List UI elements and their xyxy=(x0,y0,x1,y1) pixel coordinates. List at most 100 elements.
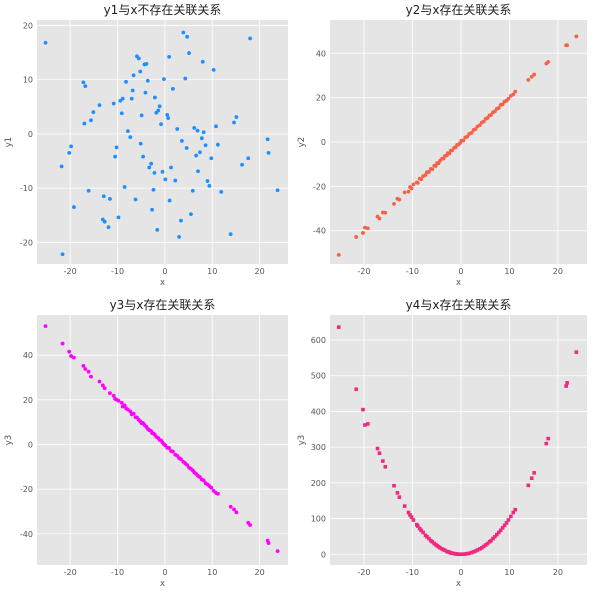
data-point xyxy=(532,471,536,475)
x-tick-label: 0 xyxy=(162,568,167,577)
data-point xyxy=(430,167,435,172)
y-tick-label: 200 xyxy=(311,479,326,488)
y-tick-label: 0 xyxy=(321,550,326,559)
data-point xyxy=(67,150,72,155)
y-tick-label: 0 xyxy=(28,440,33,449)
data-point xyxy=(216,491,220,496)
data-point xyxy=(108,197,112,201)
data-point xyxy=(106,225,111,230)
data-point xyxy=(72,205,76,209)
data-point xyxy=(450,551,454,556)
data-point xyxy=(489,538,493,543)
y-tick-label: -20 xyxy=(313,182,326,191)
data-point xyxy=(381,459,385,463)
data-point xyxy=(129,96,134,101)
x-tick-label: -10 xyxy=(111,568,124,577)
data-point xyxy=(150,207,154,212)
y-tick-label: 40 xyxy=(23,351,33,360)
y-tick-label: 600 xyxy=(311,336,326,345)
x-tick-label: 20 xyxy=(553,267,563,276)
series-points xyxy=(336,325,579,557)
data-point xyxy=(111,393,116,398)
data-point xyxy=(409,515,414,519)
y-tick-label: 0 xyxy=(28,130,33,139)
data-point xyxy=(529,74,534,79)
data-point xyxy=(203,143,208,148)
data-point xyxy=(43,40,48,45)
data-point xyxy=(526,483,531,488)
chart-panel-4: -20 -10 0 10 200100200300400500600y4与x存在关联关系… xyxy=(297,298,587,589)
data-point xyxy=(496,106,501,110)
y-tick-label: -10 xyxy=(20,184,33,193)
data-point xyxy=(196,169,200,174)
data-point xyxy=(500,526,505,530)
data-point xyxy=(207,184,212,188)
y-tick-label: 0 xyxy=(321,138,326,147)
data-point xyxy=(544,441,549,446)
series-points xyxy=(336,34,579,257)
data-point xyxy=(209,485,214,490)
data-point xyxy=(190,188,195,193)
data-point xyxy=(116,398,121,403)
data-point xyxy=(574,350,579,354)
data-point xyxy=(475,548,480,552)
x-tick-label: -20 xyxy=(64,568,77,577)
y-tick-label: 20 xyxy=(316,94,326,103)
data-point xyxy=(336,325,341,329)
data-point xyxy=(169,165,173,170)
y-tick-label: -20 xyxy=(20,485,33,494)
x-tick-label: -10 xyxy=(406,267,419,276)
data-point xyxy=(180,139,184,143)
data-point xyxy=(214,124,218,129)
data-point xyxy=(151,187,156,192)
data-point xyxy=(336,253,341,257)
data-point xyxy=(185,463,190,467)
data-point xyxy=(162,77,166,82)
data-point xyxy=(81,363,86,368)
data-point xyxy=(159,122,163,127)
data-point xyxy=(415,524,420,528)
data-point xyxy=(463,552,468,556)
data-point xyxy=(179,218,183,223)
data-point xyxy=(155,227,160,232)
data-point xyxy=(459,552,464,557)
data-point xyxy=(425,534,429,539)
data-point xyxy=(511,510,516,515)
data-point xyxy=(361,231,365,235)
data-point xyxy=(397,495,402,499)
x-tick-label: -10 xyxy=(406,568,419,577)
data-point xyxy=(240,162,244,167)
data-point xyxy=(465,134,470,139)
data-point xyxy=(354,387,358,392)
data-point xyxy=(205,179,210,183)
data-point xyxy=(496,530,501,535)
data-point xyxy=(438,546,442,550)
data-point xyxy=(122,185,127,189)
data-point xyxy=(546,60,551,64)
data-point xyxy=(139,113,144,118)
data-point xyxy=(89,374,93,379)
data-point xyxy=(228,504,233,509)
y-axis-label: y3 xyxy=(297,435,307,445)
x-axis-label: x xyxy=(456,579,461,589)
data-point xyxy=(513,89,518,94)
data-point xyxy=(157,104,162,109)
series-points xyxy=(43,30,280,257)
data-point xyxy=(171,86,175,91)
data-point xyxy=(122,403,127,408)
data-point xyxy=(184,146,189,150)
data-point xyxy=(375,446,380,451)
data-point xyxy=(473,127,478,132)
x-tick-label: -10 xyxy=(111,267,124,276)
data-point xyxy=(128,135,133,140)
y-axis-label: y1 xyxy=(4,137,14,147)
data-point xyxy=(144,62,149,66)
data-point xyxy=(59,164,64,169)
data-point xyxy=(529,476,534,481)
data-point xyxy=(43,324,48,329)
data-point xyxy=(165,112,170,117)
data-point xyxy=(402,504,407,508)
data-point xyxy=(467,551,471,556)
data-point xyxy=(246,156,251,161)
data-point xyxy=(427,170,431,174)
